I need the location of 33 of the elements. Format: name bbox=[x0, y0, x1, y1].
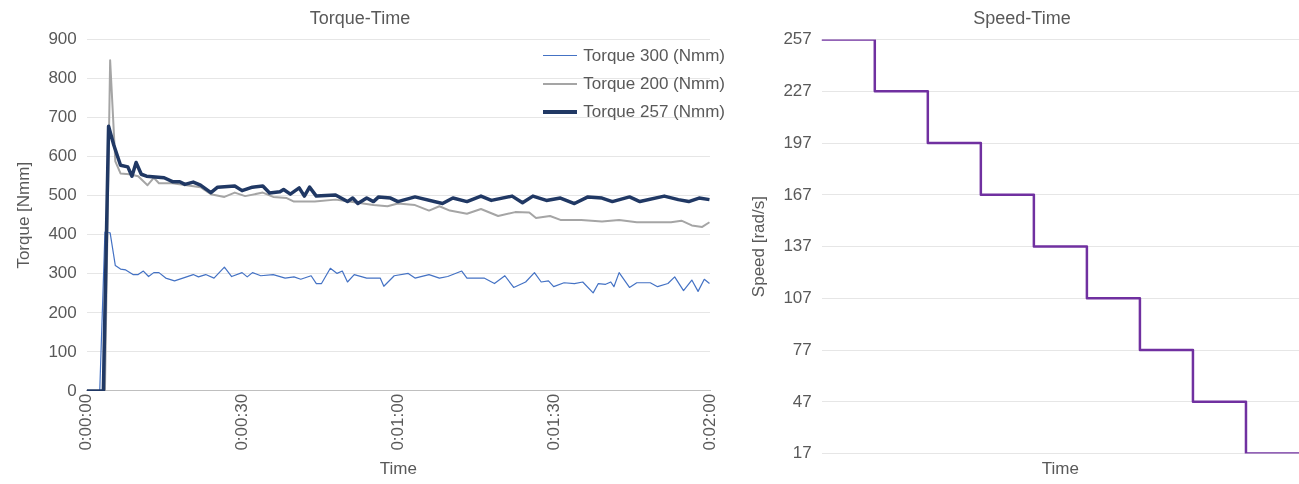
y-axis-title: Torque [Nmm] bbox=[13, 161, 33, 269]
legend-label: Torque 257 (Nmm) bbox=[583, 100, 725, 123]
y-axis-title: Speed [rad/s] bbox=[748, 196, 768, 298]
y-tick-label: 167 bbox=[783, 184, 812, 204]
y-tick-label: 0 bbox=[67, 380, 77, 400]
y-tick-label: 257 bbox=[783, 29, 812, 49]
y-tick-label: 200 bbox=[48, 302, 77, 322]
y-tick-label: 500 bbox=[48, 185, 77, 205]
y-tick-label: 107 bbox=[783, 288, 812, 308]
y-tick-label: 100 bbox=[48, 341, 77, 361]
y-tick-label: 47 bbox=[792, 391, 812, 411]
y-tick-label: 227 bbox=[783, 81, 812, 101]
y-tick-label: 300 bbox=[48, 263, 77, 283]
y-tick-label: 137 bbox=[783, 236, 812, 256]
x-tick-label: 0:01:00 bbox=[388, 393, 408, 451]
x-tick-label: 0:00:30 bbox=[232, 393, 252, 451]
x-axis-title: Time bbox=[1041, 459, 1079, 479]
x-tick-label: 0:01:30 bbox=[543, 393, 563, 451]
y-tick-label: 17 bbox=[792, 443, 812, 463]
legend-label: Torque 300 (Nmm) bbox=[583, 44, 725, 67]
x-tick-label: 0:02:00 bbox=[699, 393, 719, 451]
y-tick-label: 900 bbox=[48, 29, 77, 49]
y-tick-label: 700 bbox=[48, 107, 77, 127]
x-axis-title: Time bbox=[379, 459, 417, 479]
y-tick-label: 600 bbox=[48, 146, 77, 166]
chart-title: Torque-Time bbox=[309, 7, 411, 28]
y-tick-label: 800 bbox=[48, 68, 77, 88]
y-tick-label: 77 bbox=[792, 339, 812, 359]
chart-title: Speed-Time bbox=[973, 7, 1071, 28]
legend-label: Torque 200 (Nmm) bbox=[583, 72, 725, 95]
y-tick-label: 197 bbox=[783, 132, 812, 152]
y-tick-label: 400 bbox=[48, 224, 77, 244]
x-tick-label: 0:00:00 bbox=[76, 393, 96, 451]
